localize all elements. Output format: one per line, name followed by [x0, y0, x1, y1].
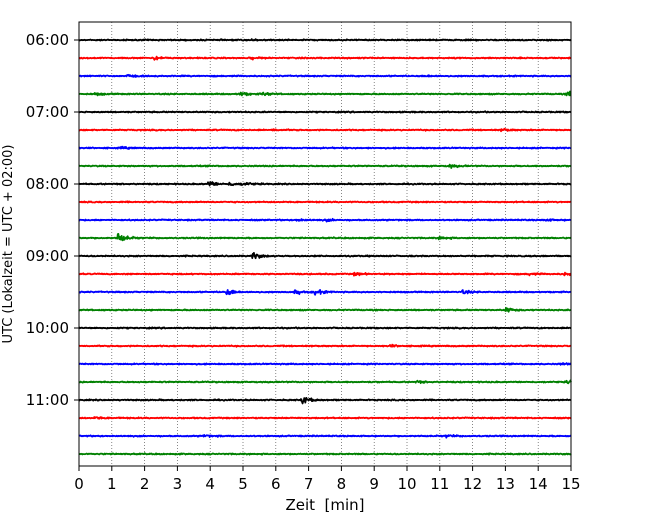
x-tick-label: 11	[430, 475, 449, 493]
trace-0915	[78, 271, 572, 277]
trace-0930	[78, 289, 572, 296]
trace-0830	[78, 217, 572, 223]
x-tick-label: 8	[337, 475, 347, 493]
y-tick-label: 10:00	[26, 319, 69, 337]
trace-1000	[78, 326, 572, 330]
trace-1115	[78, 416, 572, 420]
x-tick-label: 14	[529, 475, 548, 493]
trace-0945	[78, 306, 572, 313]
y-axis-title: UTC (Lokalzeit = UTC + 02:00)	[1, 145, 16, 344]
trace-0700	[78, 110, 572, 114]
trace-0745	[78, 163, 572, 169]
x-tick-label: 6	[271, 475, 281, 493]
trace-1015	[78, 343, 572, 348]
trace-0715	[78, 127, 572, 133]
grid-lines	[111, 22, 539, 466]
x-tick-label: 10	[397, 475, 416, 493]
x-tick-label: 15	[561, 475, 580, 493]
x-tick-label: 3	[173, 475, 183, 493]
x-tick-label: 1	[107, 475, 117, 493]
axis-ticks: 0 1 2 3 4 5 6 7 8 9 10 11 12 13 14 1506:0007:0008:0009:…	[26, 31, 581, 493]
trace-0900	[78, 251, 572, 260]
trace-0730	[78, 145, 572, 150]
y-tick-label: 07:00	[26, 103, 69, 121]
y-tick-label: 06:00	[26, 31, 69, 49]
seismic-traces	[78, 38, 572, 456]
y-tick-label: 09:00	[26, 247, 69, 265]
x-tick-label: 4	[205, 475, 215, 493]
y-tick-label: 08:00	[26, 175, 69, 193]
x-tick-label: 13	[496, 475, 515, 493]
trace-0845	[78, 232, 572, 242]
y-tick-label: 11:00	[26, 391, 69, 409]
trace-1045	[78, 379, 572, 385]
x-axis-title: Zeit [min]	[285, 496, 364, 514]
trace-1100	[78, 396, 572, 405]
trace-0800	[78, 181, 572, 187]
x-tick-label: 5	[238, 475, 248, 493]
trace-1030	[78, 362, 572, 366]
trace-0600	[78, 38, 572, 42]
trace-1145	[78, 452, 572, 456]
trace-0815	[78, 200, 572, 204]
trace-1130	[78, 434, 572, 439]
x-tick-label: 12	[463, 475, 482, 493]
x-tick-label: 7	[304, 475, 314, 493]
x-tick-label: 2	[140, 475, 150, 493]
plot-frame	[78, 21, 572, 467]
trace-0615	[78, 55, 572, 61]
x-tick-label: 0	[74, 475, 84, 493]
x-tick-label: 9	[369, 475, 379, 493]
trace-0630	[78, 73, 572, 78]
trace-0645	[78, 90, 572, 97]
